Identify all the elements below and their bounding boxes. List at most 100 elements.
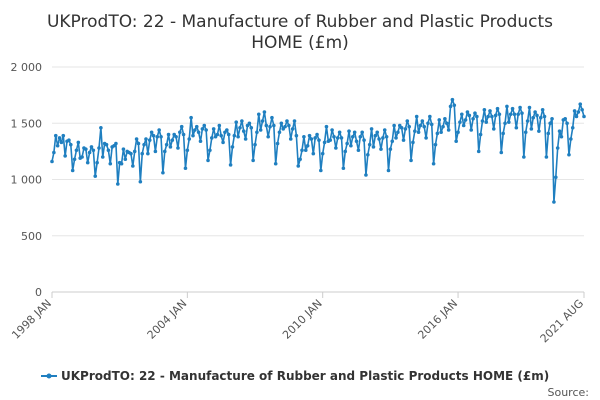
- data-point: [418, 123, 423, 128]
- data-point: [123, 157, 128, 162]
- data-point: [315, 132, 319, 137]
- y-tick-label: 1 000: [11, 174, 43, 187]
- data-point: [181, 132, 186, 137]
- data-point: [176, 146, 180, 150]
- data-point: [253, 142, 257, 147]
- data-point: [290, 127, 295, 131]
- x-tick-label: 2021 AUG: [538, 297, 587, 346]
- data-point: [493, 113, 498, 118]
- data-point: [264, 123, 269, 128]
- data-point: [557, 129, 562, 133]
- data-point: [219, 133, 223, 138]
- data-point: [369, 127, 374, 131]
- data-point: [179, 124, 184, 129]
- data-point: [381, 136, 385, 140]
- data-point: [382, 128, 387, 132]
- x-axis-ticks: 1998 JAN 2004 JAN 2010 JAN 2016 JAN 2021 AUG: [9, 297, 586, 346]
- data-point: [488, 109, 492, 113]
- data-point: [512, 112, 517, 117]
- data-point: [332, 134, 336, 139]
- data-point: [544, 155, 549, 159]
- data-point: [153, 149, 158, 154]
- data-point: [99, 125, 103, 130]
- data-point: [247, 121, 252, 126]
- data-point: [386, 168, 391, 173]
- data-point: [522, 155, 526, 159]
- data-point: [208, 148, 212, 153]
- data-point: [356, 148, 361, 153]
- series-group: [50, 97, 586, 204]
- data-point: [236, 134, 240, 139]
- data-point: [189, 115, 193, 120]
- data-point: [303, 148, 308, 153]
- data-point: [473, 111, 477, 115]
- data-point: [414, 114, 419, 119]
- data-point: [198, 139, 203, 144]
- data-point: [507, 120, 511, 124]
- data-point: [334, 146, 338, 150]
- data-point: [262, 110, 267, 114]
- data-point: [559, 134, 564, 139]
- data-point: [366, 152, 370, 157]
- data-point: [335, 136, 340, 140]
- data-point: [452, 103, 457, 108]
- chart-title-line-2: HOME (£m): [251, 33, 349, 53]
- data-point: [211, 127, 216, 131]
- data-point: [392, 123, 396, 128]
- data-point: [390, 139, 395, 144]
- data-point: [311, 151, 316, 156]
- data-point: [482, 107, 487, 112]
- data-point: [131, 164, 135, 168]
- data-point: [495, 106, 500, 111]
- data-point: [258, 128, 263, 132]
- data-point: [174, 134, 178, 139]
- data-point: [548, 121, 552, 126]
- data-point: [183, 166, 188, 171]
- data-point: [339, 136, 344, 140]
- data-point: [516, 112, 520, 117]
- data-point: [61, 133, 66, 138]
- data-point: [439, 130, 443, 135]
- data-point: [119, 161, 124, 166]
- data-point: [72, 157, 77, 162]
- data-point: [292, 119, 297, 123]
- data-point: [319, 168, 323, 173]
- data-point: [322, 140, 327, 145]
- data-point: [578, 102, 583, 106]
- data-point: [215, 132, 220, 137]
- data-point: [503, 121, 507, 126]
- data-point: [345, 141, 349, 146]
- legend-label[interactable]: UKProdTO: 22 - Manufacture of Rubber and…: [61, 369, 549, 383]
- data-point: [510, 106, 515, 111]
- data-point: [241, 129, 246, 133]
- data-point: [288, 137, 293, 141]
- data-point: [505, 104, 509, 109]
- data-point: [538, 115, 543, 120]
- data-point: [364, 173, 368, 177]
- data-point: [95, 160, 99, 165]
- data-point: [136, 141, 141, 146]
- data-point: [70, 168, 75, 173]
- data-point: [330, 128, 334, 132]
- y-tick-label: 2 000: [11, 61, 43, 74]
- data-point: [373, 133, 378, 138]
- data-point: [305, 143, 310, 148]
- data-point: [347, 129, 351, 133]
- data-point: [194, 124, 199, 129]
- data-point: [349, 143, 353, 148]
- data-point: [441, 124, 445, 129]
- data-point: [59, 140, 64, 145]
- data-point: [343, 149, 348, 154]
- data-point: [63, 154, 67, 158]
- data-point: [206, 158, 210, 163]
- data-point: [460, 112, 464, 117]
- data-point: [147, 138, 152, 142]
- legend[interactable]: UKProdTO: 22 - Manufacture of Rubber and…: [41, 369, 549, 383]
- data-point: [456, 130, 460, 135]
- data-point: [234, 120, 239, 124]
- data-point: [499, 150, 504, 155]
- data-point: [565, 121, 569, 126]
- data-point: [529, 127, 534, 131]
- data-point: [142, 142, 146, 147]
